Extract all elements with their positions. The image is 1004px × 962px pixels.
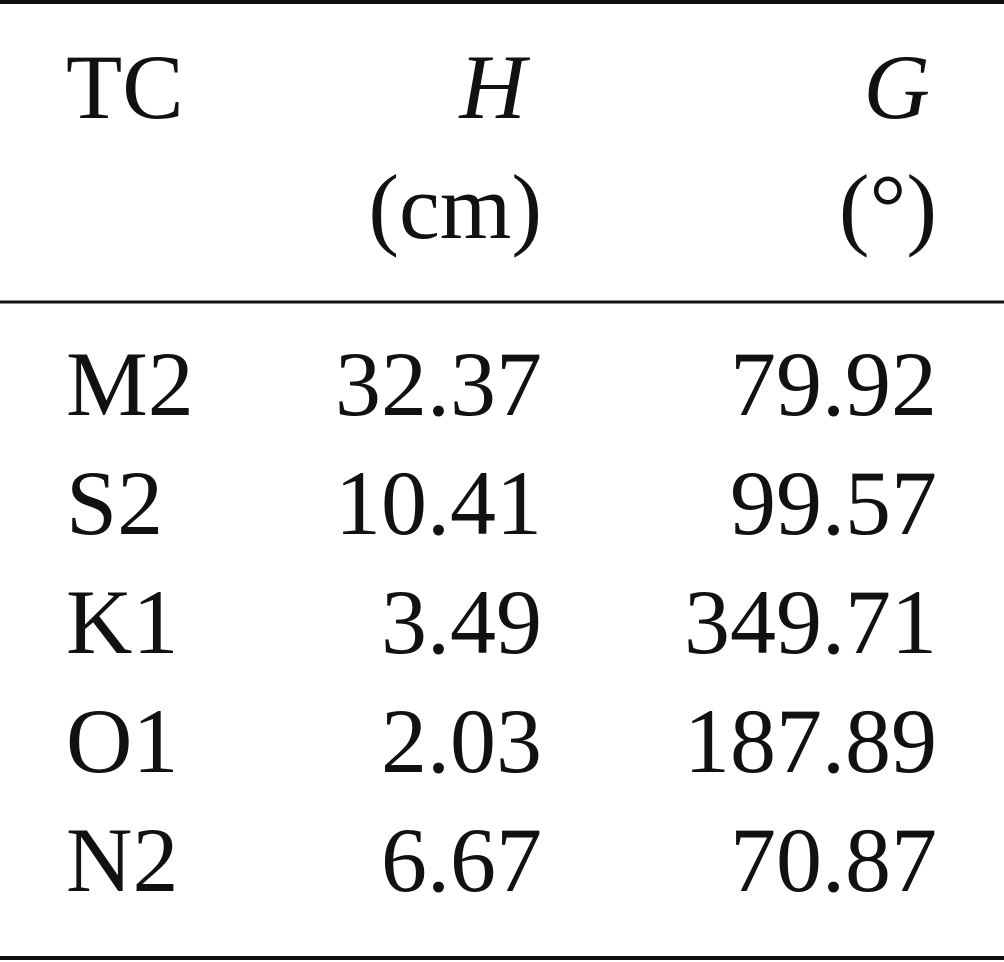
cell: 99.57	[730, 452, 937, 554]
header-cell: TC	[66, 36, 184, 138]
cell: N2	[66, 809, 178, 911]
cell: S2	[66, 452, 163, 554]
cell: O1	[66, 690, 178, 792]
cell: M2	[66, 333, 194, 435]
cell: 187.89	[684, 690, 937, 792]
cell: 2.03	[381, 690, 542, 792]
cell: 10.41	[335, 452, 542, 554]
cell: K1	[66, 571, 178, 673]
header-cell: H	[459, 36, 531, 138]
cell: 6.67	[381, 809, 542, 911]
cell: 70.87	[730, 809, 937, 911]
header-unit: (°)	[839, 156, 937, 258]
header-unit: (cm)	[368, 156, 542, 258]
cell: 32.37	[335, 333, 542, 435]
cell: 3.49	[381, 571, 542, 673]
cell: 79.92	[730, 333, 937, 435]
header-cell: G	[864, 36, 930, 138]
cell: 349.71	[684, 571, 937, 673]
